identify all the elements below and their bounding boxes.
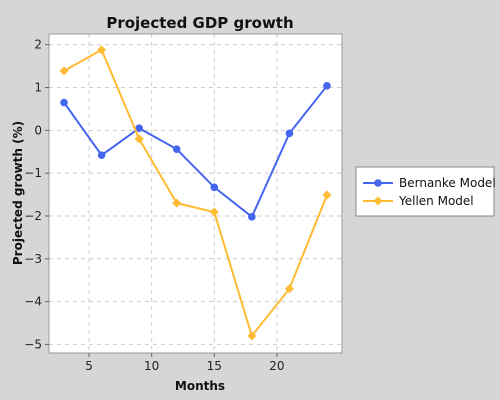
x-tick-label: 15 <box>207 359 222 373</box>
yellen-model-point <box>209 207 219 217</box>
bernanke-model-point <box>210 183 219 192</box>
bernanke-model-line <box>63 85 328 219</box>
y-axis-label: Projected growth (%) <box>11 121 25 265</box>
axis-ticks: 5 10 15 20 −5 −4 −3 −2 −1 0 1 2 <box>24 38 284 373</box>
yellen-model-line <box>63 48 328 338</box>
bernanke-model-point <box>97 151 106 159</box>
grid <box>49 34 342 353</box>
x-tick-label: 10 <box>144 359 159 373</box>
legend-marker-bernanke-model <box>374 179 382 187</box>
bernanke-model-point <box>323 82 331 90</box>
x-axis-label: Months <box>175 379 225 393</box>
y-tick-label: 2 <box>34 38 42 52</box>
plot-area <box>49 34 342 353</box>
legend-item-yellen-model: Yellen Model <box>363 194 474 208</box>
plot-border <box>48 33 343 354</box>
yellen-model-point <box>172 198 182 208</box>
x-tick-label: 20 <box>269 359 284 373</box>
y-tick-label: −3 <box>24 252 42 266</box>
y-tick-label: −4 <box>24 295 42 309</box>
legend-label-bernanke-model: Bernanke Model <box>399 176 496 190</box>
series-layer <box>59 45 332 341</box>
legend-label-yellen-model: Yellen Model <box>398 194 474 208</box>
bernanke-model-point <box>285 129 294 138</box>
legend-item-bernanke-model: Bernanke Model <box>363 176 496 190</box>
yellen-model-point <box>134 134 144 144</box>
yellen-model-series <box>59 45 332 341</box>
legend-box <box>355 166 495 217</box>
bernanke-model-point <box>60 98 68 107</box>
y-tick-label: 1 <box>34 81 42 95</box>
yellen-model-point <box>97 45 107 55</box>
bernanke-model-point <box>172 145 181 153</box>
y-tick-label: −5 <box>24 337 42 351</box>
y-tick-label: −2 <box>24 209 42 223</box>
yellen-model-point <box>322 190 332 200</box>
yellen-model-point <box>284 284 294 294</box>
bernanke-model-series <box>60 82 331 221</box>
bernanke-model-point <box>248 213 256 221</box>
yellen-model-point <box>59 66 69 76</box>
chart-title: Projected GDP growth <box>106 14 293 32</box>
y-tick-label: 0 <box>34 123 42 137</box>
bernanke-model-point <box>135 124 143 133</box>
legend: Bernanke Model Yellen Model <box>355 166 496 217</box>
yellen-model-point <box>247 331 257 341</box>
y-tick-label: −1 <box>24 166 42 180</box>
x-tick-label: 5 <box>85 359 93 373</box>
legend-marker-yellen-model <box>373 196 383 206</box>
